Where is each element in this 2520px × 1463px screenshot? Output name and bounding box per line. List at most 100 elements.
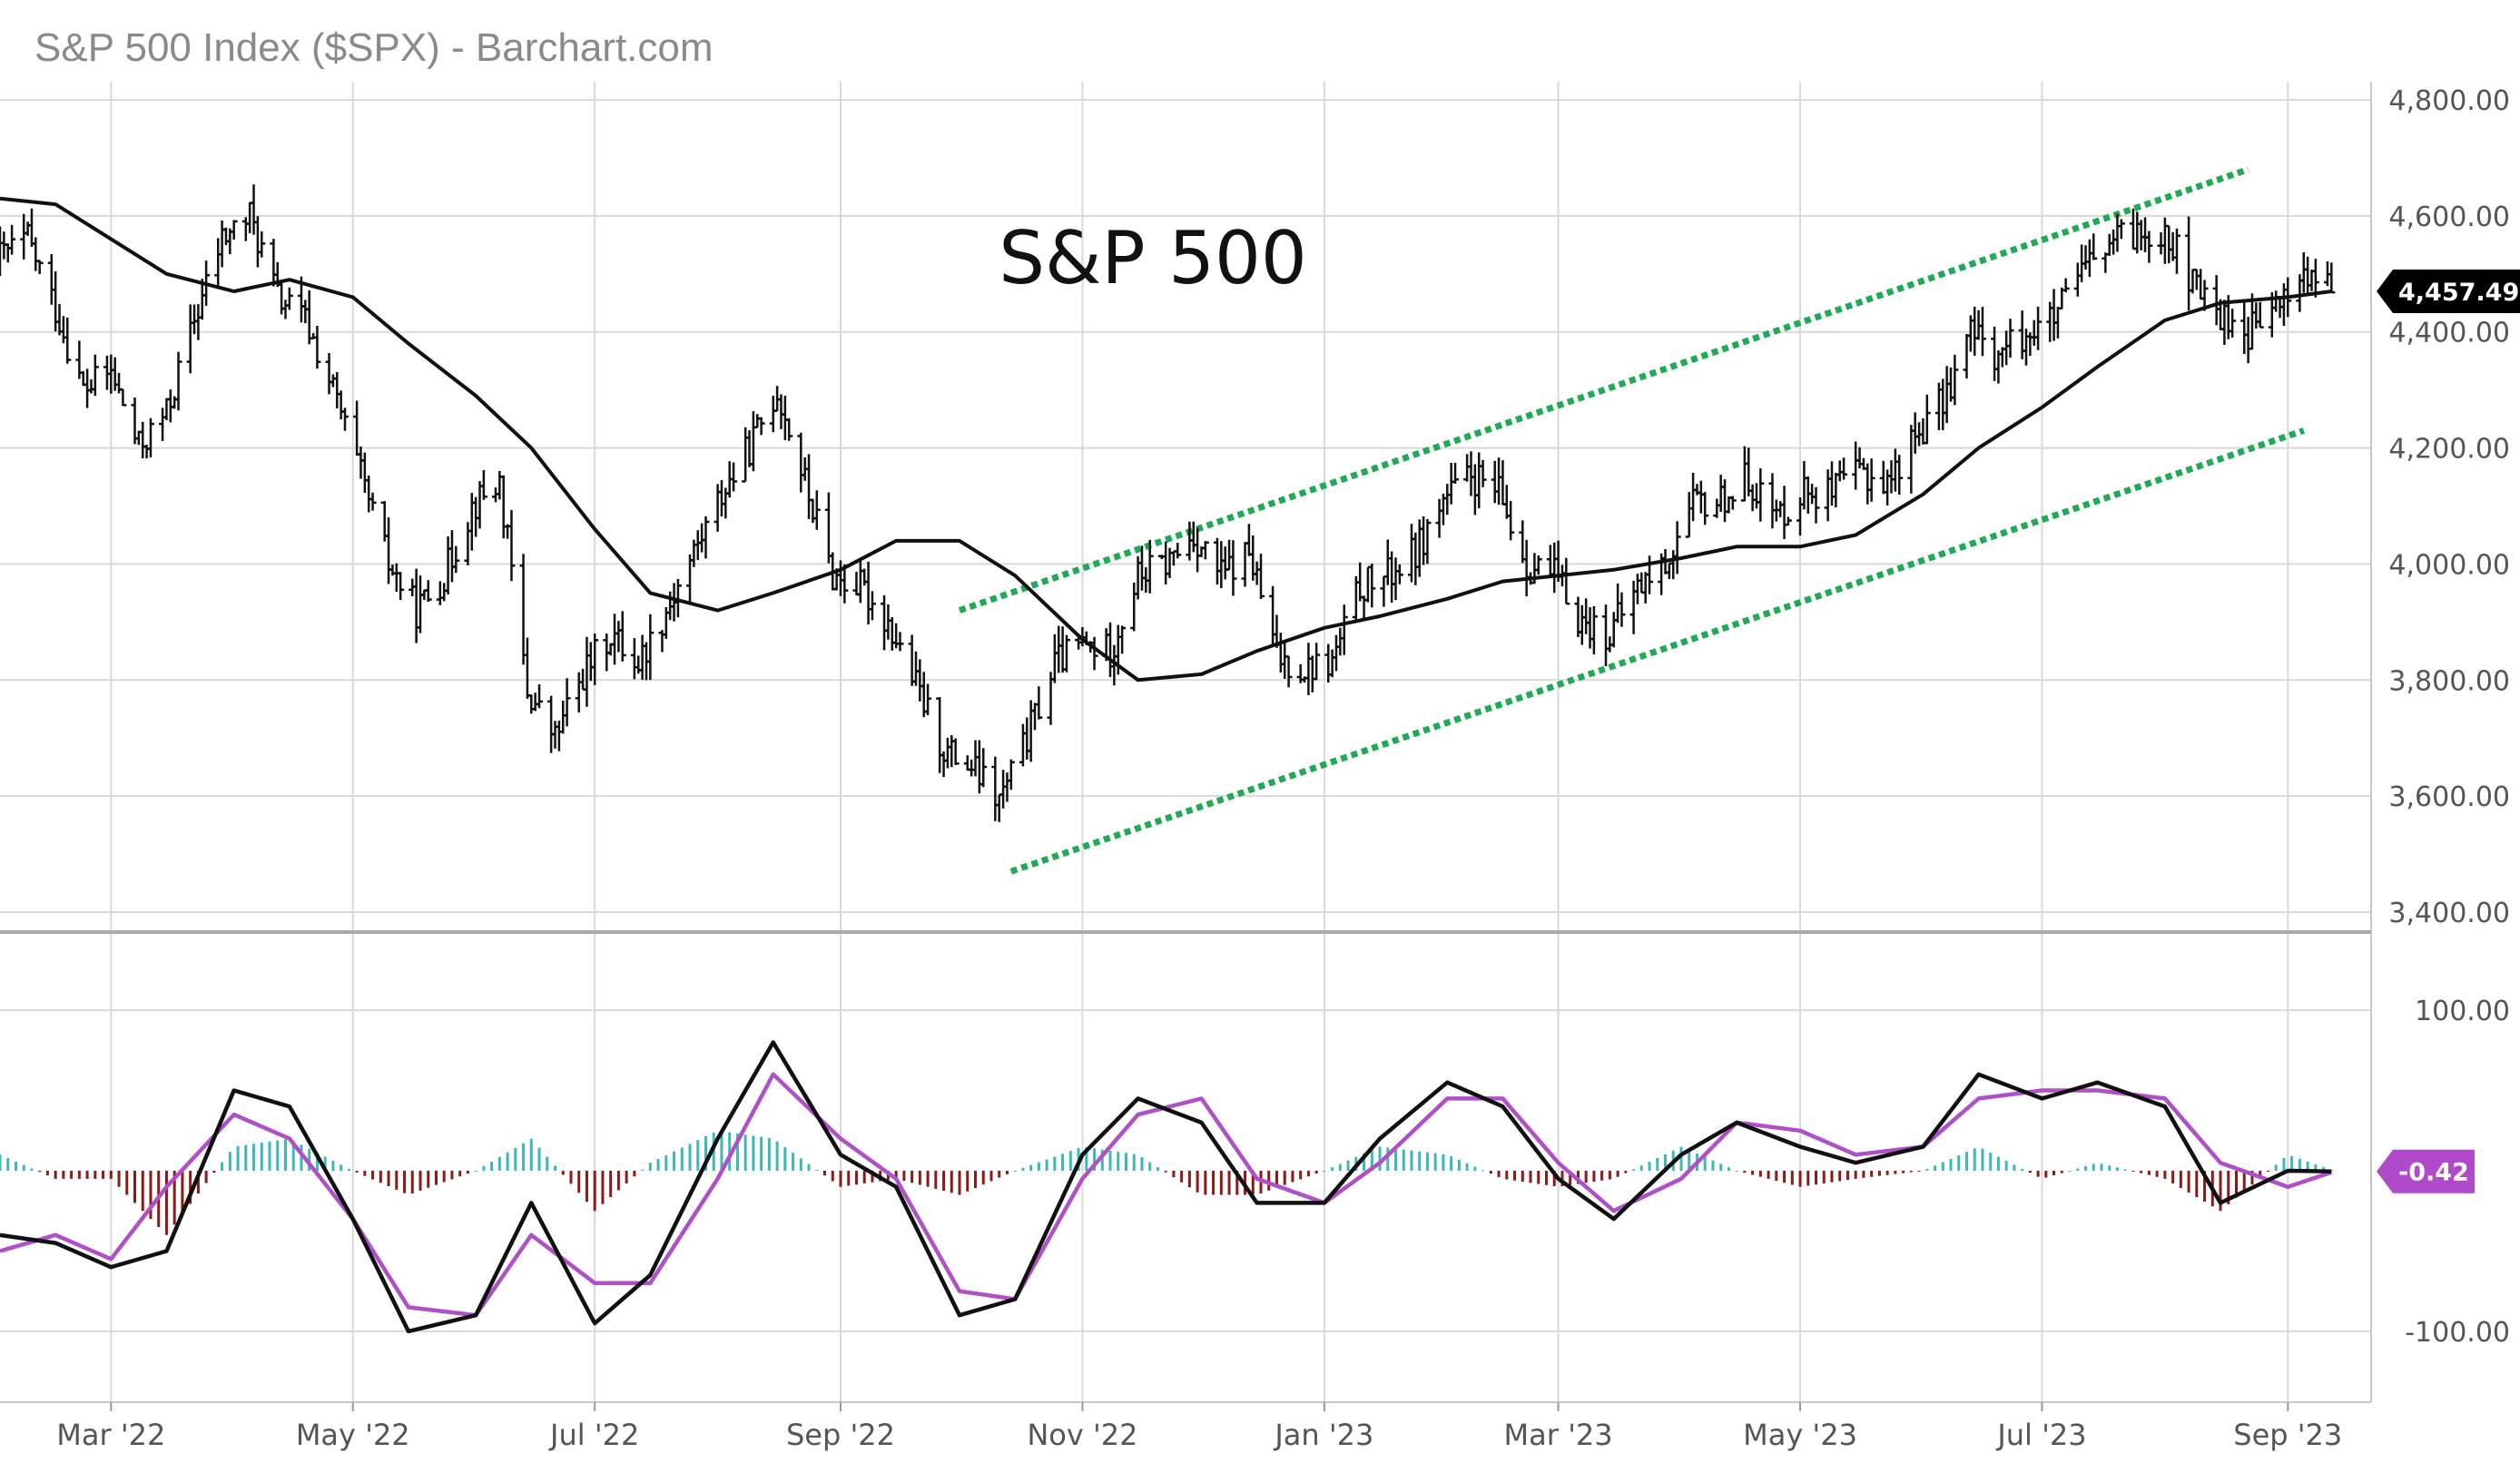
- price-bar: [1423, 518, 1432, 565]
- histogram-bar: [664, 1154, 668, 1171]
- price-bar: [1336, 627, 1344, 656]
- histogram-bar: [1925, 1169, 1929, 1171]
- price-bar: [769, 396, 777, 433]
- price-bar: [1380, 575, 1388, 607]
- price-bar: [611, 614, 619, 665]
- histogram-bar: [522, 1143, 526, 1171]
- price-bar: [2229, 309, 2237, 338]
- histogram-bar: [2274, 1164, 2278, 1171]
- price-bar: [1887, 460, 1895, 494]
- price-bar: [1717, 475, 1725, 513]
- histogram-bar: [2227, 1171, 2230, 1204]
- price-bar: [1546, 545, 1554, 575]
- histogram-bar: [2282, 1157, 2286, 1171]
- price-bar: [698, 523, 706, 553]
- histogram-bar: [1846, 1171, 1849, 1181]
- price-bar: [1582, 598, 1590, 634]
- price-bar: [2200, 280, 2209, 311]
- price-bar: [333, 372, 341, 409]
- price-bar: [2252, 302, 2260, 329]
- x-tick-label: Mar '22: [56, 1418, 165, 1452]
- price-bar: [1808, 484, 1816, 505]
- price-bar: [1062, 634, 1070, 673]
- histogram-bar: [45, 1171, 49, 1176]
- price-bar: [27, 208, 35, 248]
- histogram-bar: [1425, 1152, 1429, 1171]
- price-bar: [951, 738, 960, 765]
- histogram-bar: [1085, 1147, 1088, 1171]
- histogram-bar: [514, 1147, 517, 1171]
- price-bar: [730, 462, 738, 492]
- y-tick-label: 4,800.00: [2388, 85, 2510, 117]
- histogram-bar: [529, 1138, 533, 1171]
- price-bar: [2172, 228, 2180, 274]
- price-bar: [1665, 562, 1673, 580]
- histogram-bar: [482, 1165, 486, 1171]
- histogram-bar: [149, 1171, 153, 1220]
- price-bar: [836, 560, 844, 596]
- price-bar: [2161, 217, 2169, 264]
- price-bar: [753, 414, 762, 429]
- price-bar: [1435, 498, 1443, 538]
- histogram-bar: [395, 1171, 399, 1190]
- histogram-bar: [593, 1171, 596, 1212]
- price-bar: [1137, 545, 1146, 591]
- histogram-bar: [379, 1171, 382, 1183]
- price-bar: [1713, 498, 1721, 518]
- price-bar: [852, 572, 861, 596]
- price-bar: [230, 220, 238, 241]
- histogram-bar: [1934, 1165, 1937, 1171]
- price-bar: [1194, 527, 1202, 573]
- price-bar: [757, 417, 765, 436]
- histogram-bar: [656, 1158, 660, 1171]
- price-bar: [1499, 460, 1507, 506]
- price-bar: [2244, 317, 2252, 364]
- histogram-bar: [1219, 1171, 1223, 1195]
- price-bar: [1777, 501, 1785, 517]
- price-bar: [856, 559, 864, 604]
- histogram-bar: [1489, 1171, 1492, 1174]
- histogram-bar: [291, 1140, 295, 1171]
- price-bar: [694, 530, 702, 560]
- price-bar: [936, 697, 944, 773]
- price-bar: [943, 738, 951, 769]
- histogram-bar: [616, 1171, 620, 1191]
- histogram-bar: [981, 1171, 985, 1185]
- price-bar: [1447, 463, 1455, 505]
- histogram-bar: [1418, 1151, 1422, 1171]
- histogram-bar: [1450, 1156, 1453, 1171]
- histogram-bar: [1442, 1154, 1445, 1171]
- price-bar: [805, 454, 813, 519]
- histogram-bar: [347, 1168, 350, 1171]
- price-bar: [1895, 455, 1904, 496]
- price-bar: [563, 678, 571, 727]
- channel-line: [958, 166, 2249, 614]
- histogram-bar: [989, 1171, 993, 1182]
- price-bar: [968, 759, 976, 777]
- price-bar: [797, 432, 805, 493]
- price-bar: [2085, 239, 2093, 278]
- histogram-bar: [2092, 1164, 2095, 1171]
- price-bar: [1130, 582, 1138, 632]
- price-bar: [1281, 640, 1289, 680]
- price-bar: [2328, 262, 2336, 294]
- histogram-bar: [1156, 1167, 1159, 1171]
- histogram-bar: [1306, 1171, 1310, 1177]
- histogram-bar: [1013, 1171, 1017, 1172]
- price-bar: [131, 397, 139, 445]
- price-bar: [1768, 473, 1777, 529]
- histogram-bar: [30, 1168, 34, 1171]
- price-bar: [1784, 516, 1792, 526]
- histogram-bar: [720, 1131, 724, 1171]
- price-bar: [2113, 213, 2121, 252]
- y-tick-label: 4,200.00: [2388, 434, 2510, 466]
- price-bar: [1495, 457, 1503, 506]
- price-bar: [1313, 643, 1321, 681]
- price-bar: [499, 475, 507, 539]
- histogram-bar: [1410, 1150, 1413, 1171]
- price-bar: [2026, 332, 2034, 357]
- histogram-bar: [2187, 1171, 2190, 1193]
- histogram-bar: [38, 1171, 42, 1173]
- price-bar: [1328, 649, 1336, 678]
- histogram-bar: [1569, 1171, 1572, 1185]
